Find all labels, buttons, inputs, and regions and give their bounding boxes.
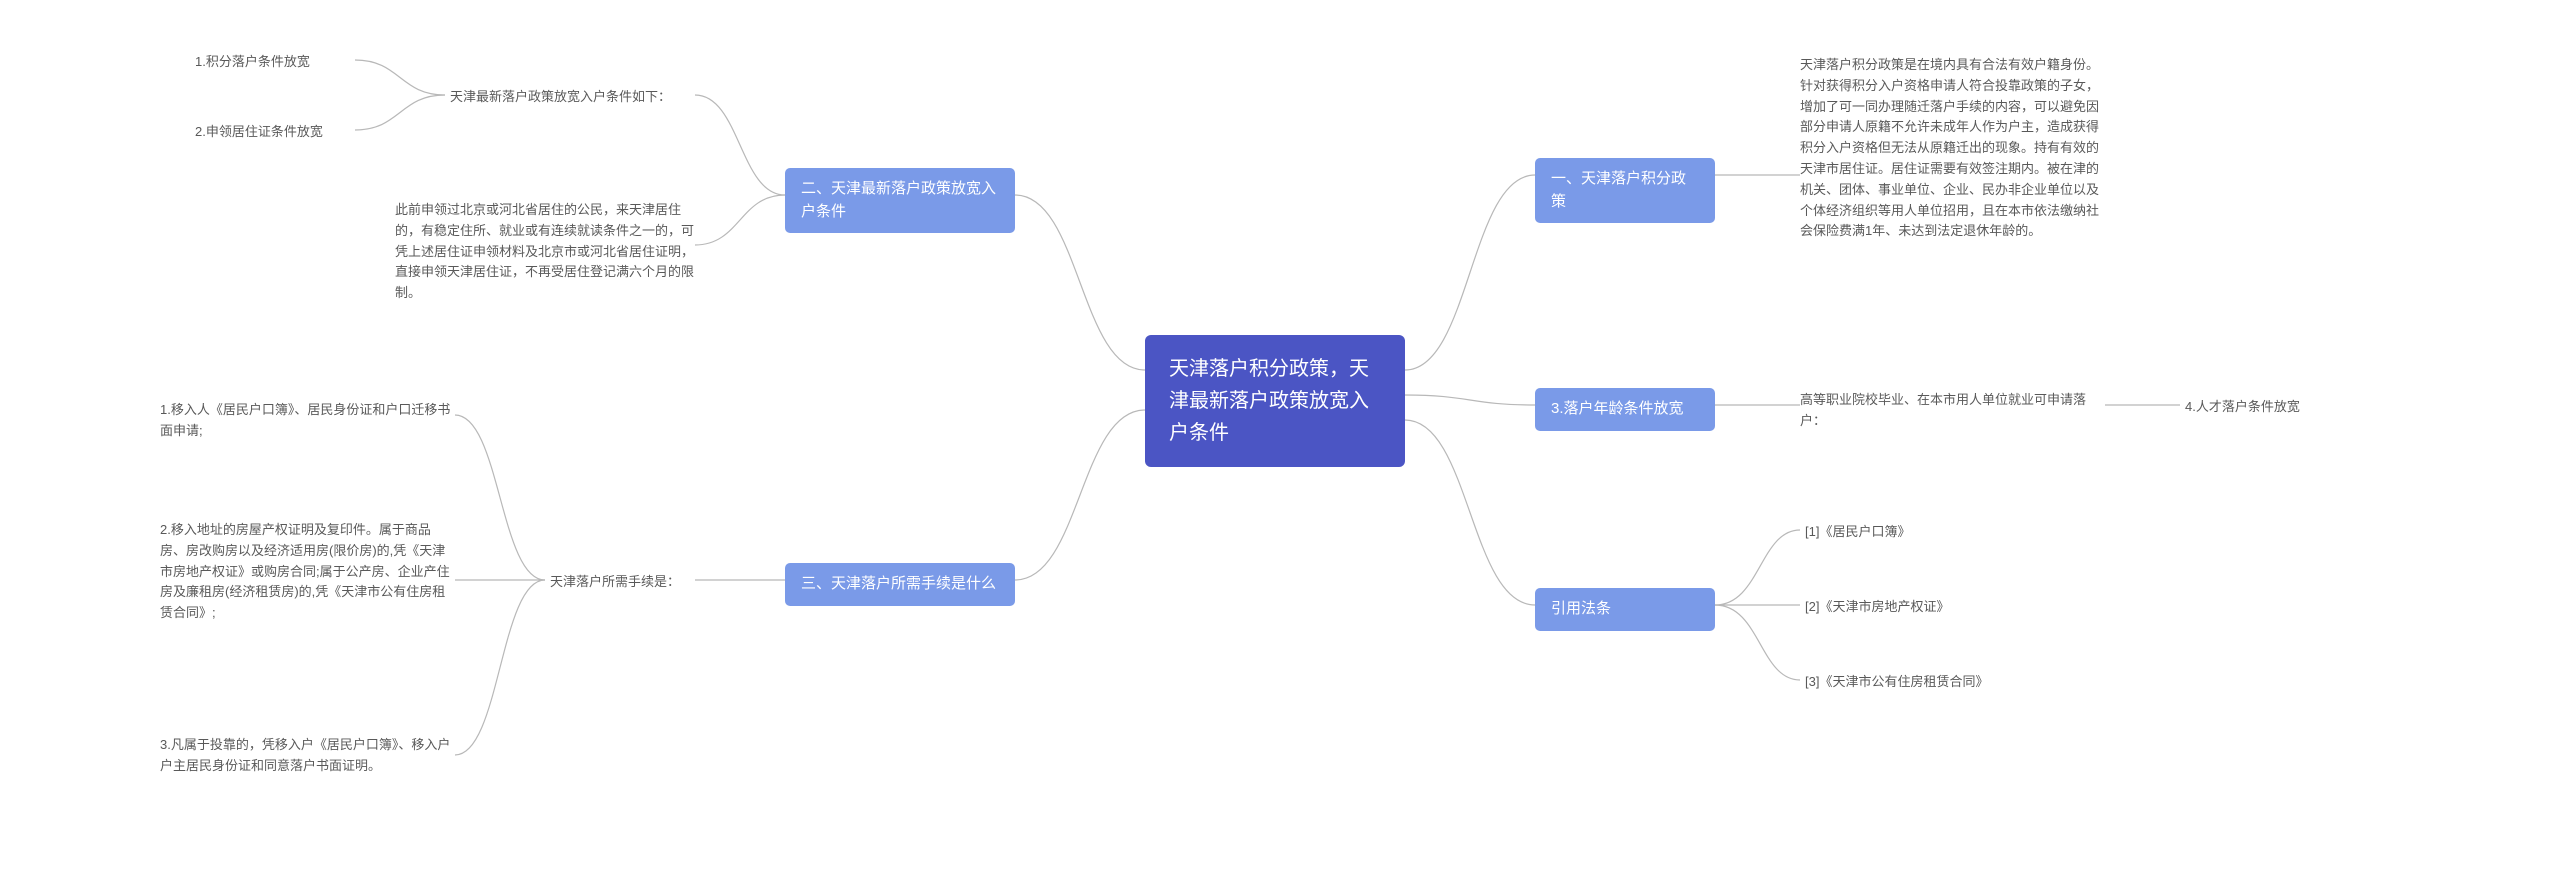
center-label: 天津落户积分政策，天津最新落户政策放宽入户条件 <box>1169 358 1369 444</box>
branch-right-2-label: 3.落户年龄条件放宽 <box>1551 400 1684 417</box>
branch-left-2: 三、天津落户所需手续是什么 <box>785 563 1015 606</box>
leaf-left-2-0: 1.移入人《居民户口簿》、居民身份证和户口迁移书面申请; <box>160 400 455 442</box>
leaf-right-1: 天津落户积分政策是在境内具有合法有效户籍身份。针对获得积分入户资格申请人符合投靠… <box>1800 55 2100 242</box>
leaf-right-3-0: [1]《居民户口簿》 <box>1805 522 2065 543</box>
branch-right-1-label: 一、天津落户积分政策 <box>1551 170 1686 210</box>
leaf-left-1-1: 2.申领居住证条件放宽 <box>195 122 355 143</box>
leaf-left-1-extra: 此前申领过北京或河北省居住的公民，来天津居住的，有稳定住所、就业或有连续就读条件… <box>395 200 695 304</box>
leaf-left-1-0: 1.积分落户条件放宽 <box>195 52 355 73</box>
leaf-left-1-sub: 天津最新落户政策放宽入户条件如下： <box>450 87 695 108</box>
branch-left-1-label: 二、天津最新落户政策放宽入户条件 <box>801 180 996 220</box>
branch-right-3-label: 引用法条 <box>1551 600 1611 617</box>
leaf-right-3-1: [2]《天津市房地产权证》 <box>1805 597 2065 618</box>
leaf-right-3-2: [3]《天津市公有住房租赁合同》 <box>1805 672 2065 693</box>
branch-left-2-label: 三、天津落户所需手续是什么 <box>801 575 996 592</box>
branch-right-1: 一、天津落户积分政策 <box>1535 158 1715 223</box>
leaf-left-2-sub: 天津落户所需手续是： <box>550 572 695 593</box>
leaf-left-2-1: 2.移入地址的房屋产权证明及复印件。属于商品房、房改购房以及经济适用房(限价房)… <box>160 520 455 624</box>
leaf-left-2-2: 3.凡属于投靠的，凭移入户《居民户口簿》、移入户户主居民身份证和同意落户书面证明… <box>160 735 455 777</box>
leaf-right-2b: 4.人才落户条件放宽 <box>2185 397 2365 418</box>
leaf-right-2: 高等职业院校毕业、在本市用人单位就业可申请落户： <box>1800 390 2100 432</box>
branch-right-3: 引用法条 <box>1535 588 1715 631</box>
center-node: 天津落户积分政策，天津最新落户政策放宽入户条件 <box>1145 335 1405 467</box>
branch-right-2: 3.落户年龄条件放宽 <box>1535 388 1715 431</box>
branch-left-1: 二、天津最新落户政策放宽入户条件 <box>785 168 1015 233</box>
